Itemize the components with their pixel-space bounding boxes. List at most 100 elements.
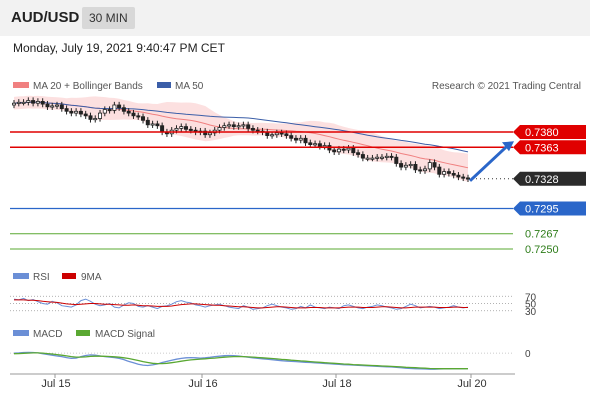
candle-body (174, 127, 179, 131)
legend-swatch-9ma (62, 273, 76, 279)
level-label-0.7363: 0.7363 (525, 142, 559, 154)
candle-body (227, 124, 232, 127)
candle-body (246, 124, 251, 129)
candle-body (437, 166, 442, 175)
candle-body (456, 174, 461, 178)
rsi-tick-30: 30 (525, 307, 537, 318)
candle-body (98, 112, 103, 119)
x-label-jul-16: Jul 16 (188, 378, 217, 390)
candle-body (236, 125, 241, 128)
level-tag-0.7363 (513, 140, 586, 155)
candle-body (26, 100, 31, 103)
candle-body (160, 125, 165, 133)
candle-body (332, 149, 337, 153)
candle-body (379, 156, 384, 159)
candle-body (432, 162, 437, 168)
macd-signal-line (13, 352, 468, 370)
rsi-9ma-line (14, 299, 468, 309)
timeframe-button[interactable]: 30 MIN (82, 7, 135, 29)
level-label-0.7380: 0.7380 (525, 127, 559, 139)
candle-body (293, 137, 298, 141)
legend-swatch-macd-signal (76, 330, 90, 336)
candle-body (102, 109, 107, 114)
candle-body (55, 104, 60, 107)
candle-body (403, 164, 408, 168)
candle-body (370, 157, 375, 160)
candle-body (317, 143, 322, 147)
legend-macd: MACD (33, 329, 62, 340)
legend-swatch-ma20 (13, 82, 29, 88)
candle-body (446, 171, 451, 174)
legend-rsi: RSI (33, 272, 50, 283)
candle-body (274, 132, 279, 136)
candle-body (117, 104, 122, 109)
candle-body (78, 110, 83, 115)
candle-body (59, 104, 64, 109)
candle-body (35, 101, 40, 104)
legend-swatch-ma50 (157, 82, 171, 88)
level-label-0.7328: 0.7328 (525, 174, 559, 186)
candle-body (289, 135, 294, 139)
legend-macd-signal: MACD Signal (95, 329, 155, 340)
candle-body (179, 126, 184, 129)
candle-body (298, 137, 303, 141)
candle-body (418, 169, 423, 172)
level-label-0.7295: 0.7295 (525, 204, 559, 216)
candle-body (322, 145, 327, 148)
candle-body (313, 143, 318, 146)
macd-tick-0: 0 (525, 349, 531, 360)
candle-body (351, 147, 356, 154)
candle-body (50, 105, 55, 108)
candle-body (83, 113, 88, 117)
forecast-arrow-head (502, 141, 514, 152)
level-label-0.7267: 0.7267 (525, 229, 559, 241)
candle-body (389, 155, 394, 158)
candle-body (375, 156, 380, 159)
rsi-tick-70: 70 (525, 292, 537, 303)
candle-body (360, 154, 365, 159)
x-label-jul-18: Jul 18 (322, 378, 351, 390)
candle-body (203, 130, 208, 136)
candle-body (93, 118, 98, 121)
candle-body (241, 124, 246, 127)
candle-body (341, 148, 346, 151)
candle-body (145, 119, 150, 126)
candle-body (40, 101, 45, 105)
candle-body (394, 156, 399, 164)
header-bar: AUD/USD 30 MIN (0, 0, 590, 36)
x-label-jul-20: Jul 20 (457, 378, 486, 390)
rsi-tick-50: 50 (525, 300, 537, 311)
candle-body (365, 157, 370, 160)
candle-body (222, 125, 227, 128)
legend-ma20: MA 20 + Bollinger Bands (33, 81, 143, 92)
candle-body (384, 155, 389, 158)
candle-body (131, 112, 136, 117)
candle-body (255, 129, 260, 132)
candle-body (231, 124, 236, 128)
candle-body (284, 133, 289, 137)
candle-body (88, 115, 93, 120)
candle-body (399, 163, 404, 168)
legend-swatch-macd (13, 330, 29, 336)
candle-body (107, 109, 112, 112)
candle-body (74, 110, 79, 114)
candle-body (64, 108, 69, 112)
candle-body (308, 142, 313, 146)
candle-body (112, 104, 117, 111)
candle-body (422, 168, 427, 172)
candle-body (217, 127, 222, 131)
candle-body (250, 127, 255, 131)
candle-body (31, 100, 36, 104)
candle-body (188, 128, 193, 131)
ma50-line (13, 101, 469, 153)
level-tag-0.7328 (513, 171, 586, 186)
datetime-label: Monday, July 19, 2021 9:40:47 PM CET (13, 41, 225, 55)
legend-swatch-rsi (13, 273, 29, 279)
candle-body (303, 137, 308, 144)
candle-body (140, 116, 145, 121)
level-tag-0.7295 (513, 201, 586, 216)
credit-text: Research © 2021 Trading Central (432, 81, 581, 92)
legend-ma50: MA 50 (175, 81, 204, 92)
symbol-title: AUD/USD (11, 9, 80, 26)
